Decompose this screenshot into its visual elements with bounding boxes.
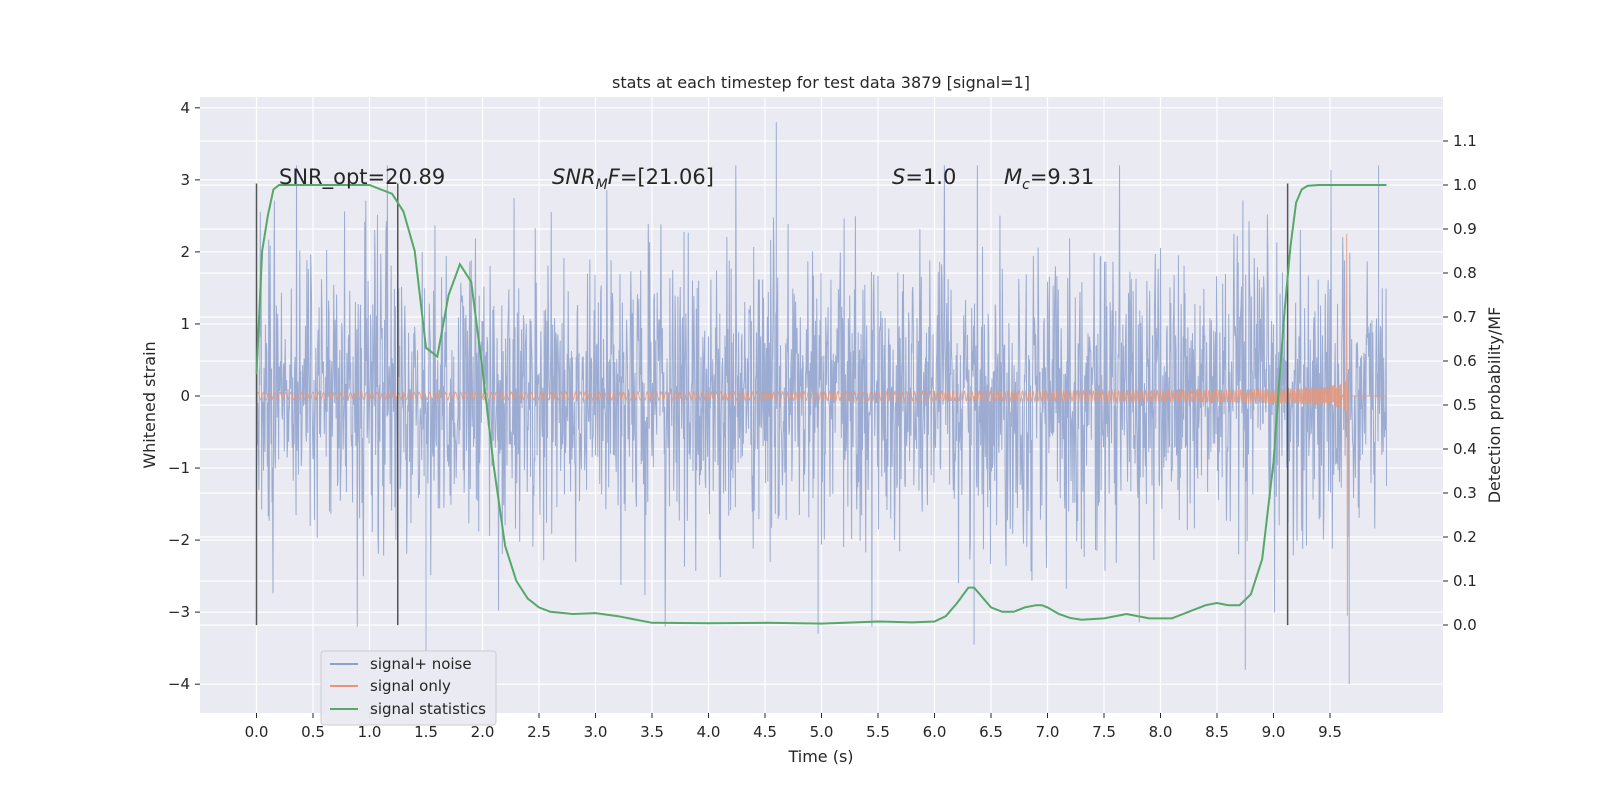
y-tick-label-right: 0.1 xyxy=(1453,572,1477,590)
legend-label-signal-only: signal only xyxy=(370,677,451,695)
x-tick-label: 3.5 xyxy=(640,723,664,741)
y-tick-label-left: −4 xyxy=(168,675,190,693)
y-tick-label-right: 0.2 xyxy=(1453,528,1477,546)
x-tick-label: 0.5 xyxy=(301,723,325,741)
y-tick-label-left: 3 xyxy=(180,171,190,189)
vertical-markers xyxy=(255,183,1289,626)
x-tick-label: 3.0 xyxy=(584,723,608,741)
y-tick-label-right: 0.3 xyxy=(1453,484,1477,502)
y-tick-label-left: 2 xyxy=(180,243,190,261)
x-tick-label: 5.0 xyxy=(810,723,834,741)
annotation-snr-mf: SNRMF=[21.06] xyxy=(552,165,714,193)
signal-statistics-line xyxy=(255,184,1387,625)
x-tick-label: 9.0 xyxy=(1262,723,1286,741)
x-tick-label: 2.0 xyxy=(471,723,495,741)
x-tick-label: 7.0 xyxy=(1036,723,1060,741)
x-axis-label: Time (s) xyxy=(787,747,853,766)
annotation-s-value: =1.0 xyxy=(905,165,956,189)
annotation-s: S=1.0 xyxy=(892,165,956,189)
legend-box xyxy=(320,650,497,726)
x-tick-label: 4.0 xyxy=(697,723,721,741)
annotation-snr-mf-value: =[21.06] xyxy=(620,165,714,189)
y-tick-label-right: 1.1 xyxy=(1453,132,1477,150)
x-tick-label: 5.5 xyxy=(866,723,890,741)
y-tick-label-left: −2 xyxy=(168,531,190,549)
legend-label-signal-noise: signal+ noise xyxy=(370,655,472,673)
y-tick-label-right: 0.6 xyxy=(1453,352,1477,370)
x-tick-label: 7.5 xyxy=(1092,723,1116,741)
x-tick-label: 1.5 xyxy=(414,723,438,741)
x-tick-label: 2.5 xyxy=(527,723,551,741)
signal-noise-series xyxy=(256,122,1387,685)
x-tick-label: 9.5 xyxy=(1318,723,1342,741)
x-axis: 0.0 0.5 1.0 1.5 2.0 2.5 3.0 3.5 4.0 4.5 5.0 5.5 6.0 6… xyxy=(245,713,1342,741)
legend: signal+ noise signal only signal statist… xyxy=(320,650,497,726)
annotation-mc: Mc=9.31 xyxy=(1004,165,1094,193)
x-tick-label: 1.0 xyxy=(358,723,382,741)
y-tick-label-right: 0.8 xyxy=(1453,264,1477,282)
y-axis-label-right: Detection probability/MF xyxy=(1485,307,1504,504)
signal-only-line xyxy=(256,233,1387,616)
y-tick-label-right: 1.0 xyxy=(1453,176,1477,194)
y-tick-label-left: 4 xyxy=(180,99,190,117)
y-tick-label-right: 0.7 xyxy=(1453,308,1477,326)
signal-statistics-series xyxy=(255,184,1387,625)
annotation-snr-opt: SNR_opt=20.89 xyxy=(279,165,445,190)
y-tick-label-right: 0.5 xyxy=(1453,396,1477,414)
y-tick-label-left: −3 xyxy=(168,603,190,621)
y-tick-label-right: 0.4 xyxy=(1453,440,1477,458)
y-tick-label-right: 0.9 xyxy=(1453,220,1477,238)
y-tick-label-right: 0.0 xyxy=(1453,616,1477,634)
x-tick-label: 8.0 xyxy=(1149,723,1173,741)
y-axis-label-left: Whitened strain xyxy=(140,341,159,468)
chart-title: stats at each timestep for test data 387… xyxy=(612,73,1030,92)
x-tick-label: 0.0 xyxy=(245,723,269,741)
y-tick-label-left: 0 xyxy=(180,387,190,405)
x-tick-label: 4.5 xyxy=(753,723,777,741)
legend-label-signal-statistics: signal statistics xyxy=(370,700,486,718)
y-axis-left: 4 3 2 1 0 −1 −2 −3 −4 xyxy=(168,99,200,693)
y-tick-label-left: 1 xyxy=(180,315,190,333)
x-tick-label: 8.5 xyxy=(1205,723,1229,741)
annotation-mc-value: =9.31 xyxy=(1030,165,1094,189)
y-tick-label-left: −1 xyxy=(168,459,190,477)
x-tick-label: 6.5 xyxy=(979,723,1003,741)
annotations: SNR_opt=20.89 SNRMF=[21.06] S=1.0 Mc=9.3… xyxy=(279,165,1094,193)
x-tick-label: 6.0 xyxy=(923,723,947,741)
signal-noise-line xyxy=(256,122,1387,685)
signal-only-series xyxy=(256,233,1387,616)
y-axis-right: 1.1 1.0 0.9 0.8 0.7 0.6 0.5 0.4 0.3 0.2 0.1 0.0 xyxy=(1443,132,1477,634)
